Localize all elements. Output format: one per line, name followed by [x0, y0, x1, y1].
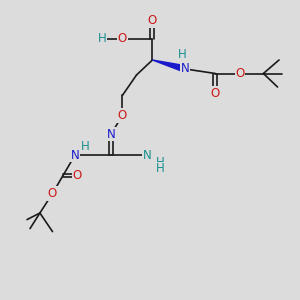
- Text: O: O: [118, 32, 127, 46]
- Text: H: H: [98, 32, 106, 46]
- Text: O: O: [73, 169, 82, 182]
- Text: O: O: [236, 67, 244, 80]
- Text: N: N: [181, 62, 190, 76]
- Text: O: O: [118, 109, 127, 122]
- Text: H: H: [156, 155, 165, 169]
- Text: H: H: [156, 162, 165, 175]
- Text: O: O: [211, 86, 220, 100]
- Text: N: N: [106, 128, 116, 141]
- Text: N: N: [70, 148, 80, 162]
- Text: H: H: [178, 48, 187, 61]
- Polygon shape: [152, 60, 186, 72]
- Text: O: O: [48, 187, 57, 200]
- Text: H: H: [81, 140, 90, 154]
- Text: N: N: [142, 148, 152, 162]
- Text: O: O: [148, 14, 157, 28]
